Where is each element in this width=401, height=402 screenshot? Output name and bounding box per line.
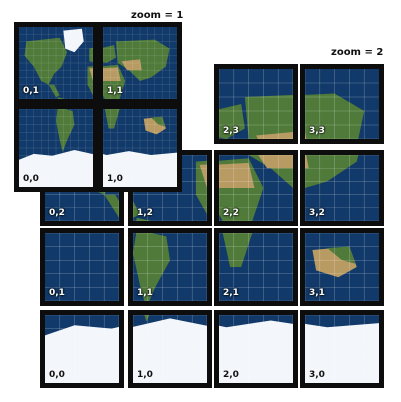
map-tile: 0,0 (14, 104, 98, 192)
map-tile-image (219, 155, 293, 221)
tile-coordinate-label: 1,2 (137, 208, 153, 218)
tile-coordinate-label: 3,3 (309, 126, 325, 136)
map-tile: 3,2 (300, 150, 384, 226)
tile-coordinate-label: 2,3 (223, 126, 239, 136)
tile-coordinate-label: 0,2 (49, 208, 65, 218)
map-tile-image (219, 69, 293, 139)
map-tile: 2,3 (214, 64, 298, 144)
map-tile: 3,3 (300, 64, 384, 144)
tile-coordinate-label: 3,1 (309, 288, 325, 298)
map-tile: 2,1 (214, 228, 298, 306)
map-tile-image (19, 109, 93, 187)
zoom-1-label: zoom = 1 (131, 10, 184, 21)
map-tile-image (133, 233, 207, 301)
map-tile: 2,2 (214, 150, 298, 226)
map-tile: 0,1 (14, 22, 98, 104)
map-tile: 1,0 (98, 104, 182, 192)
map-tile-image (219, 315, 293, 383)
map-tile-image (305, 155, 379, 221)
map-tile: 1,1 (128, 228, 212, 306)
map-tile: 2,0 (214, 310, 298, 388)
map-tile-image (305, 315, 379, 383)
tile-coordinate-label: 1,0 (137, 370, 153, 380)
map-tile-image (45, 315, 119, 383)
map-tile: 1,1 (98, 22, 182, 104)
tile-coordinate-label: 2,1 (223, 288, 239, 298)
tile-coordinate-label: 1,1 (137, 288, 153, 298)
tile-coordinate-label: 0,0 (49, 370, 65, 380)
tile-coordinate-label: 2,2 (223, 208, 239, 218)
map-tile: 3,0 (300, 310, 384, 388)
map-tile-image (45, 233, 119, 301)
map-tile-image (305, 69, 379, 139)
map-tile: 0,0 (40, 310, 124, 388)
zoom-2-label: zoom = 2 (331, 47, 384, 58)
map-tile-image (133, 315, 207, 383)
map-tile: 0,1 (40, 228, 124, 306)
tile-coordinate-label: 0,1 (23, 86, 39, 96)
map-tile: 1,0 (128, 310, 212, 388)
tile-coordinate-label: 1,1 (107, 86, 123, 96)
tile-coordinate-label: 0,0 (23, 174, 39, 184)
map-tile-image (19, 27, 93, 99)
map-tile-image (305, 233, 379, 301)
tile-coordinate-label: 0,1 (49, 288, 65, 298)
tile-coordinate-label: 3,2 (309, 208, 325, 218)
tile-coordinate-label: 2,0 (223, 370, 239, 380)
map-tile-image (219, 233, 293, 301)
tile-coordinate-label: 1,0 (107, 174, 123, 184)
map-tile: 3,1 (300, 228, 384, 306)
map-tile-image (103, 109, 177, 187)
map-tile-image (103, 27, 177, 99)
tile-coordinate-label: 3,0 (309, 370, 325, 380)
